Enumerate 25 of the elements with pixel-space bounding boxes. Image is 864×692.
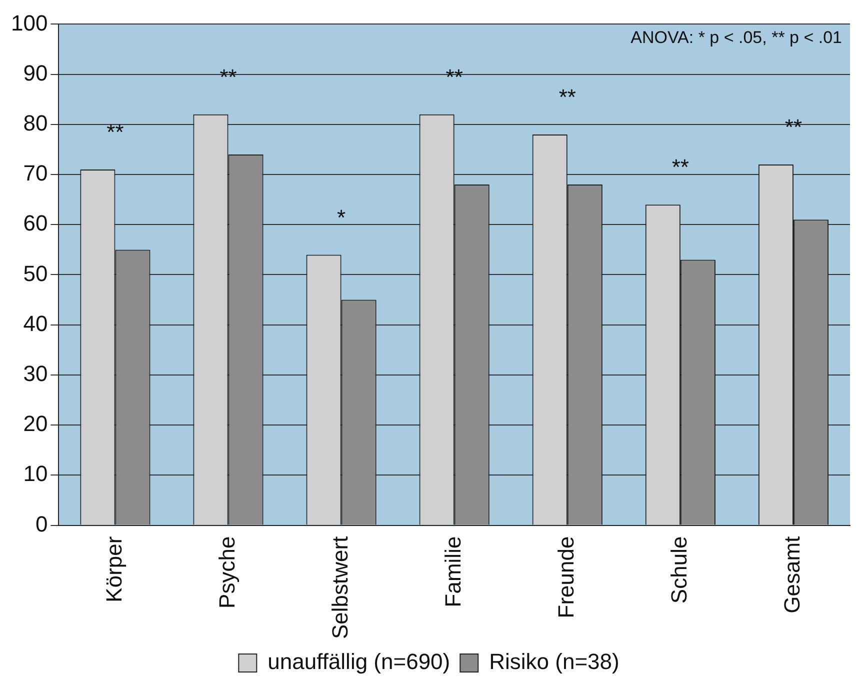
x-tick-label: Freunde [553, 536, 578, 618]
y-tick-label: 80 [23, 110, 48, 136]
y-tick-label: 70 [23, 160, 48, 186]
x-tick-label: Selbstwert [327, 536, 352, 640]
annotation: ** [558, 84, 576, 110]
y-tick-label: 10 [23, 461, 48, 486]
x-tick-label: Psyche [214, 536, 240, 608]
x-tick-label: Gesamt [780, 536, 805, 614]
annotation: ** [106, 120, 124, 145]
legend-label: unauffällig (n=690) [268, 649, 450, 674]
y-tick-label: 30 [23, 361, 48, 386]
y-tick-label: 100 [10, 10, 48, 36]
annotation: ** [672, 154, 690, 180]
x-tick-label: Familie [440, 536, 466, 608]
y-tick-label: 90 [23, 60, 48, 86]
y-tick-label: 40 [23, 310, 48, 336]
annotation: ANOVA: * p < .05, ** p < .01 [630, 28, 842, 47]
legend-label: Risiko (n=38) [489, 649, 620, 674]
annotation: * [337, 204, 346, 230]
x-tick-label: Schule [666, 536, 692, 604]
y-tick-label: 50 [23, 260, 48, 286]
x-tick-label: Körper [101, 536, 126, 602]
y-tick-label: 0 [35, 511, 48, 536]
y-tick-label: 60 [23, 210, 48, 236]
y-tick-label: 20 [23, 411, 48, 436]
